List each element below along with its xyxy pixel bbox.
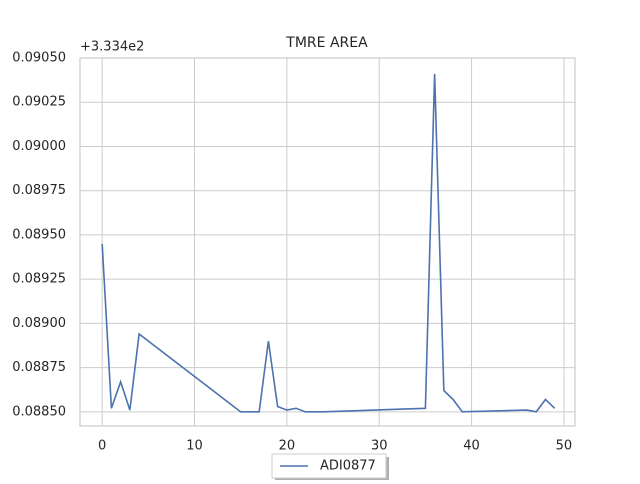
y-tick-label: 0.09025 xyxy=(12,95,66,110)
y-tick-label: 0.08875 xyxy=(12,360,66,375)
legend-label: ADI0877 xyxy=(320,459,376,474)
x-tick-label: 30 xyxy=(371,439,388,454)
y-tick-label: 0.08975 xyxy=(12,183,66,198)
x-tick-label: 50 xyxy=(556,439,573,454)
x-tick-label: 40 xyxy=(463,439,480,454)
y-tick-label: 0.09050 xyxy=(12,51,66,66)
legend-box xyxy=(271,453,387,479)
y-tick-label: 0.08900 xyxy=(12,316,66,331)
y-tick-label: 0.08925 xyxy=(12,272,66,287)
y-tick-label: 0.08950 xyxy=(12,227,66,242)
plot-frame xyxy=(79,57,576,427)
x-tick-label: 20 xyxy=(279,439,296,454)
x-tick-label: 0 xyxy=(98,439,106,454)
data-line xyxy=(101,73,556,413)
y-tick-label: 0.09000 xyxy=(12,139,66,154)
offset-text: +3.334e2 xyxy=(80,40,144,55)
y-tick-label: 0.08850 xyxy=(12,404,66,419)
chart-title: TMRE AREA xyxy=(285,35,368,51)
x-tick-label: 10 xyxy=(186,439,203,454)
